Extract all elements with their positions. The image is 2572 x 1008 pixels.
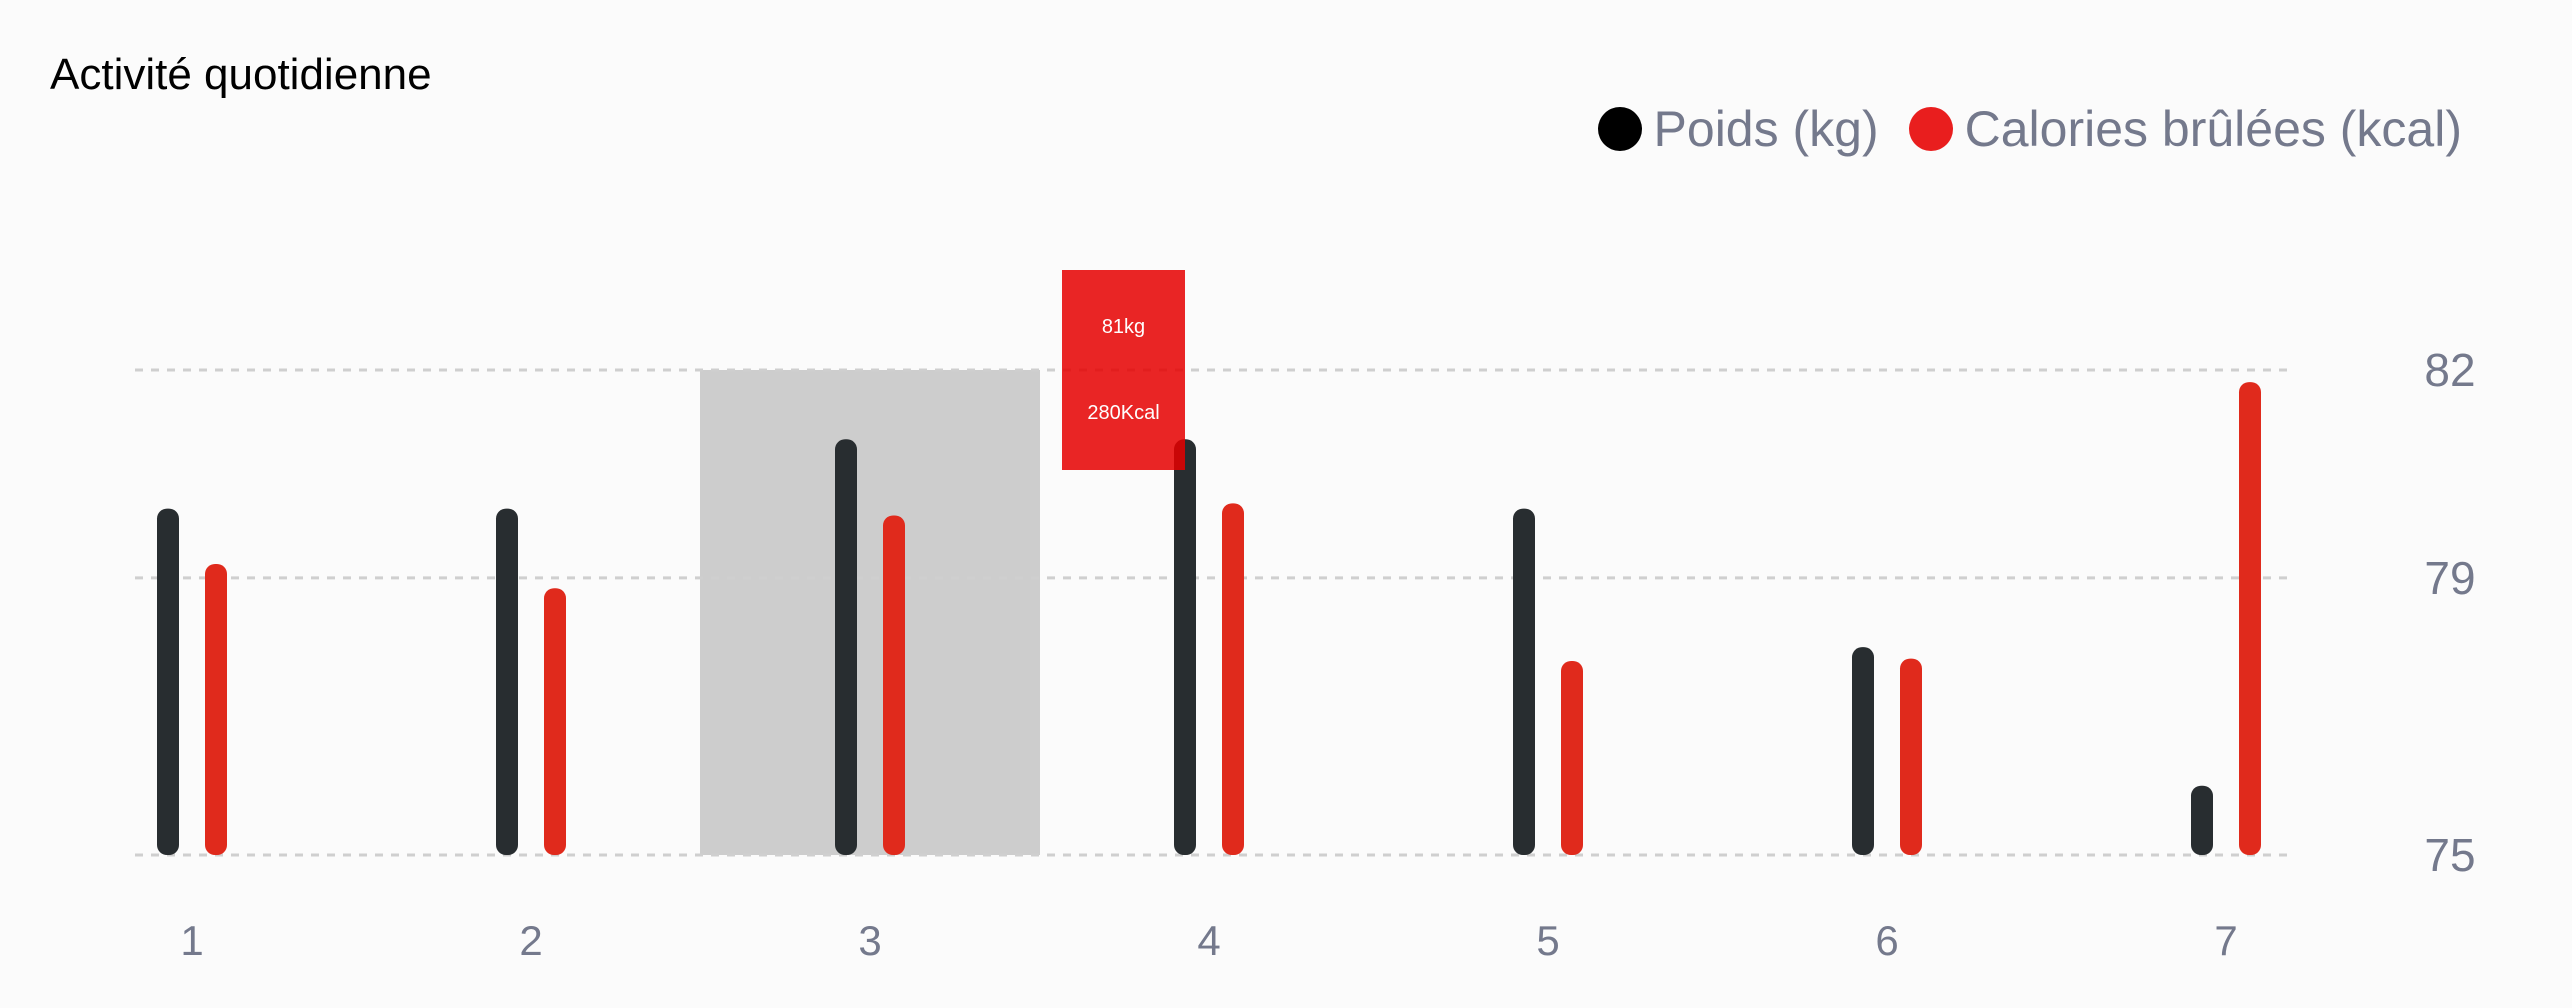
calories-bar-3 (883, 515, 905, 855)
legend-label-calories: Calories brûlées (kcal) (1964, 101, 2462, 157)
legend-item-calories: Calories brûlées (kcal) (1908, 100, 2462, 158)
weight-bar-5 (1513, 508, 1535, 855)
legend-dot-weight (1597, 107, 1642, 151)
calories-bar-6 (1900, 658, 1922, 855)
y-tick-label-82: 82 (2424, 344, 2475, 396)
calories-bar-1 (205, 564, 227, 855)
legend-item-weight: Poids (kg) (1597, 100, 1879, 158)
legend-dot-calories (1908, 107, 1953, 151)
x-tick-label-7: 7 (2214, 917, 2237, 964)
chart-title: Activité quotidienne (50, 50, 432, 99)
weight-bar-1 (157, 508, 179, 855)
y-tick-label-79: 79 (2424, 552, 2475, 604)
active-day-highlight (700, 370, 1040, 855)
calories-bar-5 (1561, 661, 1583, 855)
legend-label-weight: Poids (kg) (1653, 101, 1879, 157)
chart-legend: Poids (kg) Calories brûlées (kcal) (1597, 100, 2462, 158)
calories-bar-4 (1222, 503, 1244, 855)
weight-bar-6 (1852, 647, 1874, 855)
x-tick-label-3: 3 (858, 917, 881, 964)
calories-bar-7 (2239, 382, 2261, 855)
weight-bar-2 (496, 508, 518, 855)
x-tick-label-6: 6 (1875, 917, 1898, 964)
weight-bar-7 (2191, 785, 2213, 855)
x-tick-label-1: 1 (180, 917, 203, 964)
weight-bar-4 (1174, 439, 1196, 855)
tooltip-calories: 280Kcal (1087, 401, 1160, 424)
x-tick-label-5: 5 (1536, 917, 1559, 964)
tooltip-weight: 81kg (1101, 315, 1146, 338)
chart-tooltip: 81kg 280Kcal (1062, 270, 1185, 470)
calories-bar-2 (544, 588, 566, 855)
y-tick-label-75: 75 (2424, 829, 2475, 881)
weight-bar-3 (835, 439, 857, 855)
x-tick-label-2: 2 (519, 917, 542, 964)
x-tick-label-4: 4 (1197, 917, 1220, 964)
